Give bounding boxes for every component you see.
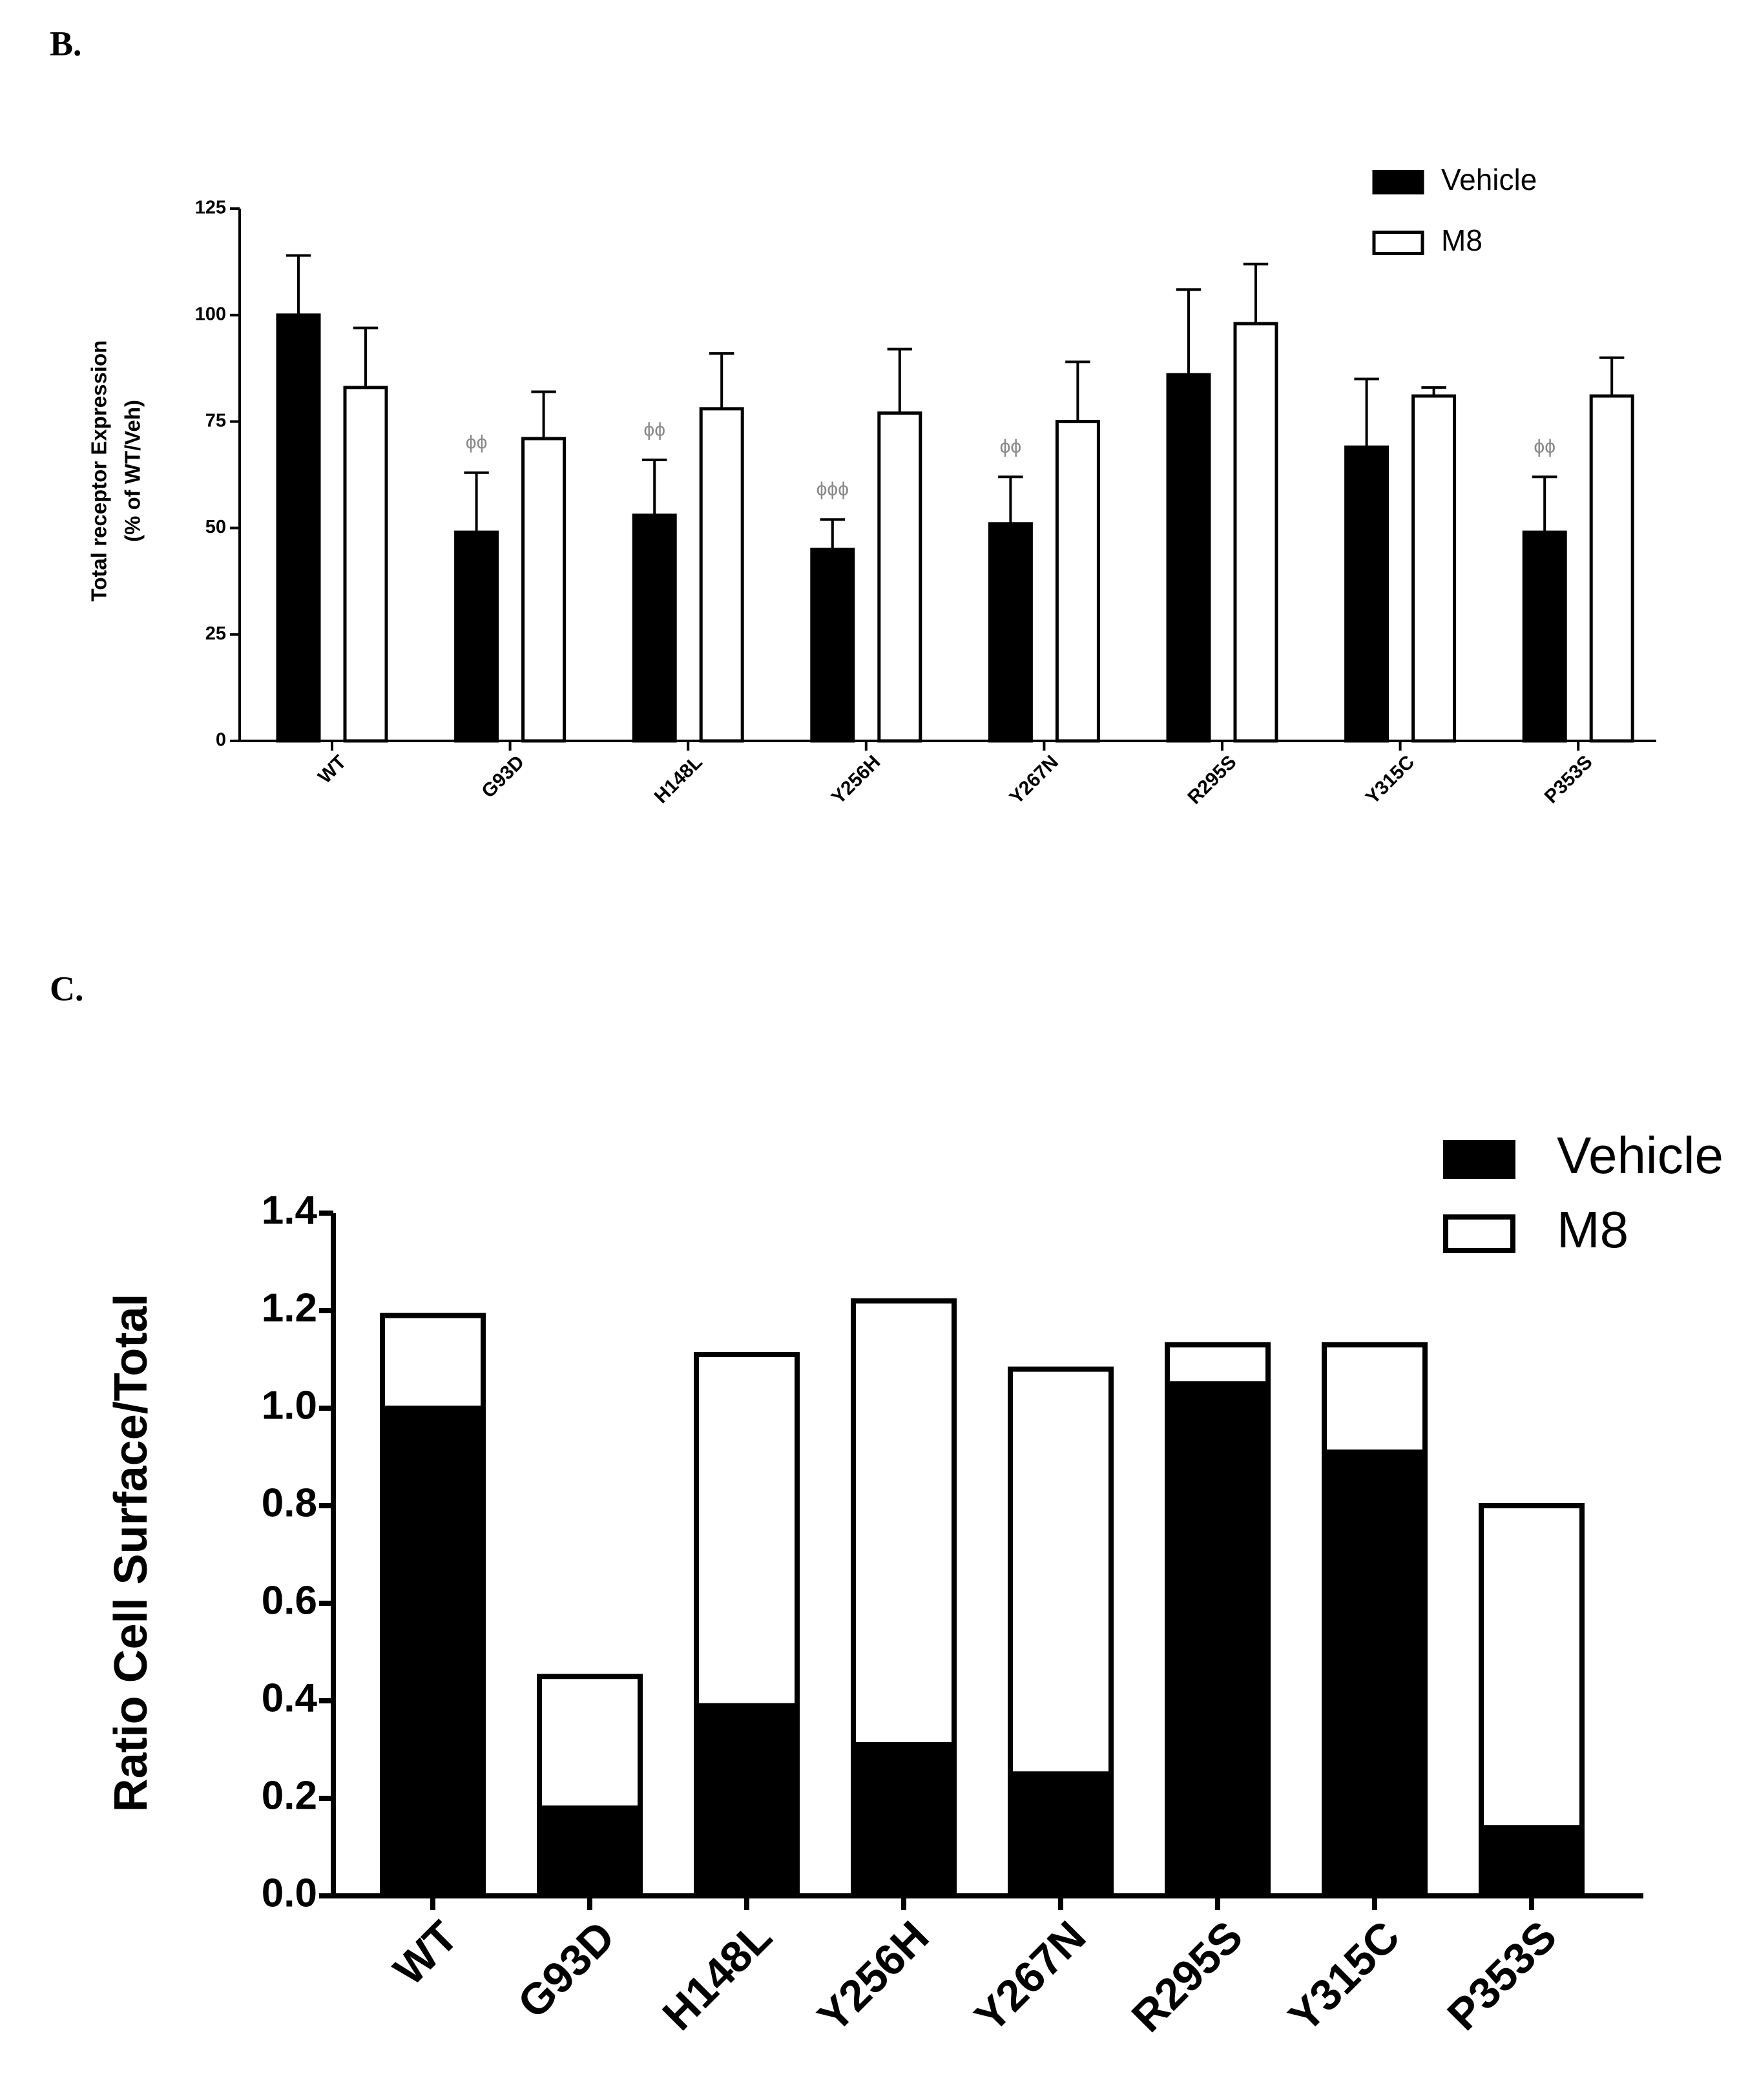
x-tick-label: Y256H [809, 1912, 939, 2042]
y-tick-label: 25 [205, 623, 226, 644]
x-tick-label: R295S [1183, 751, 1240, 808]
y-axis-label: Total receptor Expression [87, 340, 111, 602]
x-tick-label: G93D [508, 1912, 624, 2028]
x-tick-label: Y256H [827, 751, 884, 808]
x-tick-label: P353S [1438, 1912, 1566, 2040]
bar [1055, 420, 1100, 743]
bar [694, 1703, 800, 1899]
x-tick-label: WT [384, 1912, 467, 1995]
y-axis-label: Ratio Cell Surface/Total [105, 1294, 157, 1813]
y-tick-label: 50 [205, 517, 226, 537]
bar [877, 411, 922, 743]
y-tick-label: 0 [216, 730, 226, 751]
bar [1233, 322, 1278, 743]
y-axis-label: (% of WT/Veh) [121, 400, 145, 542]
legend-swatch [1372, 231, 1424, 255]
y-tick-label: 1.0 [262, 1383, 317, 1428]
legend-swatch [1443, 1214, 1515, 1253]
y-tick-label: 1.4 [262, 1188, 318, 1232]
legend-label: Vehicle [1441, 163, 1537, 196]
significance-label: ϕϕ [1534, 436, 1556, 457]
significance-label: ϕϕ [643, 419, 665, 441]
legend-label: M8 [1557, 1201, 1628, 1258]
panel-label: C. [50, 969, 84, 1008]
significance-label: ϕϕϕ [817, 479, 849, 500]
bar [1479, 1825, 1585, 1899]
bar [1165, 1381, 1271, 1898]
legend-label: M8 [1441, 224, 1483, 257]
x-tick-label: G93D [477, 751, 528, 802]
significance-label: ϕϕ [1000, 436, 1022, 457]
y-tick-label: 75 [205, 410, 226, 431]
x-tick-label: P353S [1541, 751, 1597, 807]
y-tick-label: 0.0 [262, 1871, 317, 1915]
bar [1589, 394, 1634, 743]
bar [632, 514, 677, 743]
x-tick-label: Y267N [966, 1912, 1096, 2042]
bar [380, 1406, 486, 1898]
y-tick-label: 0.2 [262, 1773, 317, 1818]
y-tick-label: 0.6 [262, 1578, 317, 1623]
bar [1344, 445, 1389, 743]
bar [1008, 1771, 1114, 1898]
y-tick-label: 1.2 [262, 1285, 317, 1330]
bar [988, 522, 1033, 743]
x-tick-label: Y315C [1280, 1912, 1410, 2042]
bar [521, 437, 567, 743]
y-tick-label: 0.4 [262, 1676, 318, 1720]
bar [810, 547, 855, 743]
bar [699, 407, 744, 743]
panel-label: B. [50, 24, 82, 63]
bar [537, 1805, 643, 1899]
legend-swatch [1443, 1140, 1515, 1179]
bar [851, 1741, 957, 1898]
x-tick-label: Y267N [1006, 751, 1063, 808]
x-tick-label: H148L [650, 751, 707, 807]
x-tick-label: H148L [653, 1912, 781, 2040]
bar [1411, 394, 1457, 743]
bar [1522, 530, 1567, 743]
bar [454, 530, 499, 743]
bar [343, 386, 388, 743]
y-tick-label: 125 [195, 198, 226, 218]
bar [1166, 373, 1211, 743]
y-tick-label: 0.8 [262, 1481, 317, 1525]
y-tick-label: 100 [195, 304, 226, 324]
bar [1322, 1449, 1428, 1898]
bar [276, 313, 321, 743]
legend-swatch [1372, 170, 1424, 194]
legend-label: Vehicle [1557, 1127, 1723, 1184]
x-tick-label: WT [314, 751, 350, 787]
x-tick-label: Y315C [1362, 751, 1419, 808]
x-tick-label: R295S [1123, 1912, 1253, 2042]
significance-label: ϕϕ [466, 432, 488, 453]
